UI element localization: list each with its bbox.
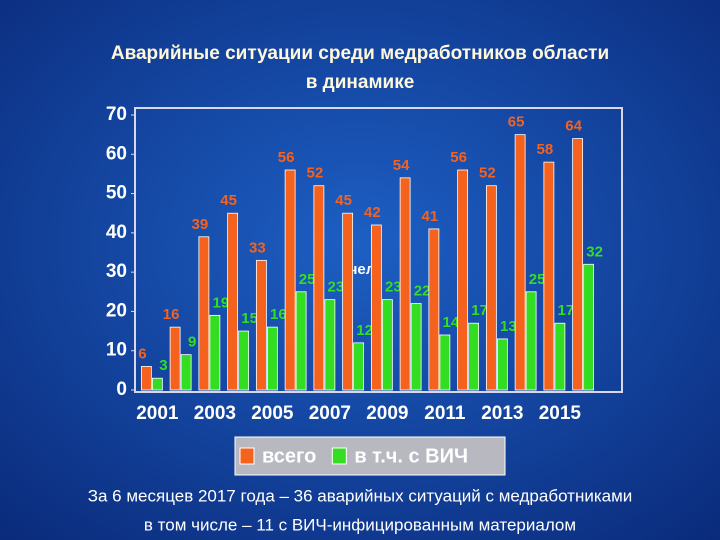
value-label: 39 xyxy=(192,216,209,233)
bar xyxy=(151,377,163,391)
value-label: 58 xyxy=(537,141,554,158)
bar xyxy=(255,259,267,391)
y-tick-label: 10 xyxy=(106,340,127,361)
bar xyxy=(180,354,192,391)
y-tick-label: 60 xyxy=(106,143,127,164)
value-label: 14 xyxy=(443,314,460,331)
value-label: 32 xyxy=(586,243,603,260)
value-label: 25 xyxy=(299,271,316,288)
value-label: 45 xyxy=(220,192,237,209)
bar xyxy=(284,169,296,391)
value-label: 15 xyxy=(241,310,258,327)
bar xyxy=(543,161,555,391)
value-label: 23 xyxy=(385,279,402,296)
bar xyxy=(554,322,566,391)
legend-swatch xyxy=(331,447,347,465)
legend-label: в т.ч. с ВИЧ xyxy=(354,445,468,467)
x-tick-label: 2005 xyxy=(251,403,294,424)
value-label: 52 xyxy=(307,165,324,182)
bar xyxy=(428,228,440,391)
y-tick-label: 40 xyxy=(106,222,127,243)
bar xyxy=(399,177,411,391)
plot-frame xyxy=(134,107,623,393)
bar xyxy=(313,185,325,391)
value-label: 56 xyxy=(278,149,295,166)
value-label: 45 xyxy=(335,192,352,209)
legend-label: всего xyxy=(262,445,316,467)
bar xyxy=(525,291,537,391)
bar xyxy=(209,314,221,391)
x-tick-label: 2015 xyxy=(539,403,582,424)
value-label: 54 xyxy=(393,157,410,174)
value-label: 42 xyxy=(364,204,381,221)
x-tick-label: 2003 xyxy=(194,403,236,424)
value-label: 16 xyxy=(163,306,180,323)
note: в том числе – 11 с ВИЧ-инфицированным ма… xyxy=(144,515,576,534)
value-label: 65 xyxy=(508,114,525,131)
value-label: 52 xyxy=(479,165,496,182)
bar xyxy=(381,299,393,391)
y-tick-label: 20 xyxy=(106,300,127,321)
x-tick-label: 2011 xyxy=(424,403,466,424)
value-label: 41 xyxy=(422,208,439,225)
bar xyxy=(140,366,152,391)
y-tick-label: 70 xyxy=(106,104,127,125)
annotation: чел xyxy=(349,261,376,278)
value-label: 16 xyxy=(270,306,287,323)
chart-title: Аварийные ситуации среди медработников о… xyxy=(111,43,609,64)
bar xyxy=(342,212,354,391)
bar xyxy=(370,224,382,391)
value-label: 25 xyxy=(529,271,546,288)
bar xyxy=(353,342,365,391)
bar xyxy=(295,291,307,391)
x-tick-label: 2007 xyxy=(309,403,351,424)
bar xyxy=(496,338,508,391)
y-tick-label: 30 xyxy=(106,261,127,282)
note: За 6 месяцев 2017 года – 36 аварийных си… xyxy=(88,486,633,505)
x-tick-label: 2001 xyxy=(136,403,179,424)
value-label: 56 xyxy=(450,149,467,166)
bar xyxy=(169,326,181,391)
legend xyxy=(234,436,506,476)
value-label: 12 xyxy=(356,322,373,339)
value-label: 64 xyxy=(565,118,582,135)
value-label: 13 xyxy=(500,318,517,335)
bar xyxy=(227,212,239,391)
bar xyxy=(410,303,422,391)
x-tick-label: 2013 xyxy=(481,403,523,424)
value-label: 9 xyxy=(188,334,196,351)
value-label: 19 xyxy=(213,294,230,311)
value-label: 33 xyxy=(249,239,266,256)
value-label: 23 xyxy=(328,279,345,296)
bar xyxy=(266,326,278,391)
value-label: 22 xyxy=(414,283,431,300)
legend-swatch xyxy=(239,447,255,465)
value-label: 17 xyxy=(558,302,575,319)
bar xyxy=(324,299,336,391)
bar xyxy=(439,334,451,391)
x-tick-label: 2009 xyxy=(366,403,408,424)
value-label: 3 xyxy=(159,357,167,374)
bar xyxy=(198,236,210,391)
bar xyxy=(514,134,526,391)
chart-title: в динамике xyxy=(306,72,415,93)
bar xyxy=(583,263,595,391)
value-label: 6 xyxy=(138,345,146,362)
bar xyxy=(238,330,250,391)
bar xyxy=(457,169,469,391)
y-tick-label: 0 xyxy=(116,379,127,400)
value-label: 17 xyxy=(471,302,488,319)
y-tick-label: 50 xyxy=(106,183,127,204)
bar xyxy=(468,322,480,391)
bar xyxy=(485,185,497,391)
bar xyxy=(572,138,584,391)
